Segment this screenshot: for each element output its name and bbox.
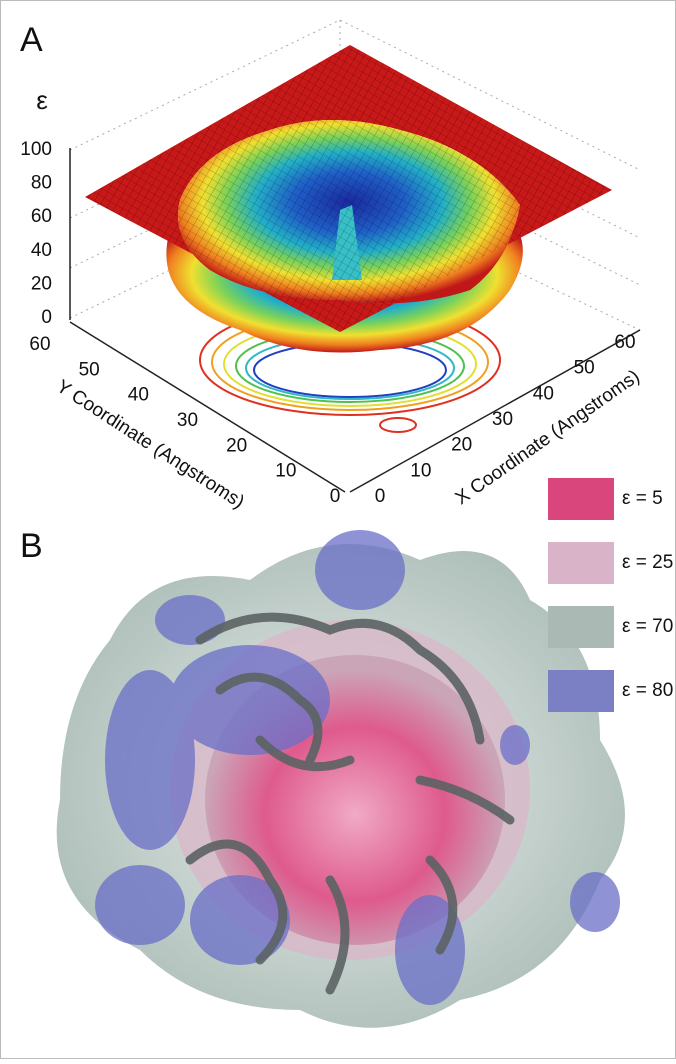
y-tick-label: 40 [128, 385, 149, 406]
surface-mesh [85, 45, 612, 332]
panel-label: A [20, 21, 43, 59]
z-tick-label: 60 [31, 206, 52, 227]
y-tick-label: 60 [29, 334, 50, 355]
x-tick-label: 20 [451, 435, 472, 456]
x-tick-label: 0 [375, 486, 386, 507]
legend-label: ε = 25 [622, 552, 673, 573]
legend-swatch [548, 478, 614, 520]
y-tick-label: 10 [275, 461, 296, 482]
y-tick-label: 0 [330, 486, 341, 507]
surface-eps-80 [95, 530, 620, 1005]
legend-label: ε = 5 [622, 488, 663, 509]
z-tick-label: 20 [31, 273, 52, 294]
legend-label: ε = 70 [622, 616, 673, 637]
z-tick-label: 80 [31, 173, 52, 194]
x-tick-label: 60 [614, 332, 635, 353]
panel-label: B [20, 527, 43, 565]
x-axis-line [349, 329, 641, 493]
z-tick-label: 100 [20, 139, 52, 160]
protein-ribbon [185, 612, 515, 995]
legend: ε = 5 ε = 25 ε = 70 ε = 80 [548, 478, 673, 712]
legend-swatch [548, 670, 614, 712]
legend-swatch [548, 542, 614, 584]
legend-swatch [548, 606, 614, 648]
y-tick-label: 20 [226, 435, 247, 456]
z-tick-label: 40 [31, 240, 52, 261]
y-axis-line [69, 321, 346, 493]
z-axis-label: ε [36, 85, 48, 115]
legend-label: ε = 80 [622, 680, 673, 701]
x-tick-label: 40 [533, 383, 554, 404]
panel-b: B ε = 5 ε = 25 ε = 70 ε = 80 [20, 478, 673, 1028]
y-tick-label: 50 [79, 359, 100, 380]
y-tick-label: 30 [177, 410, 198, 431]
x-tick-label: 50 [574, 358, 595, 379]
z-tick-label: 0 [41, 307, 52, 328]
x-tick-label: 30 [492, 409, 513, 430]
x-tick-label: 10 [410, 460, 431, 481]
